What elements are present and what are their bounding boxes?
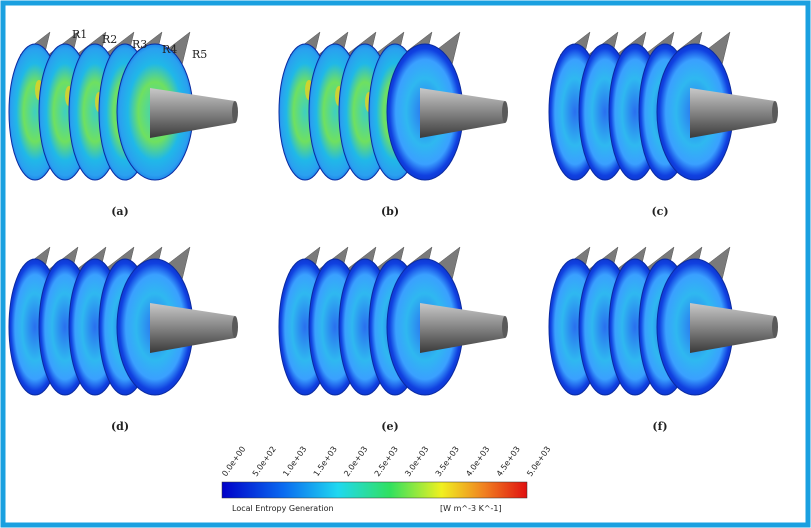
figure: Local Entropy Generation [W m^-3 K^-1] (… — [0, 0, 811, 528]
panel-label: (e) — [381, 420, 398, 433]
hub-cone — [420, 88, 505, 138]
hub-cap — [232, 316, 238, 338]
hub-cap — [772, 316, 778, 338]
hub-cone — [690, 303, 775, 353]
hub-cone — [150, 303, 235, 353]
colorbar-tick-label: 1.0e+03 — [281, 445, 308, 478]
blade-row-label: R3 — [132, 38, 147, 51]
panel-label: (d) — [111, 420, 129, 433]
blade-row-label: R2 — [102, 33, 117, 46]
colorbar — [222, 482, 527, 498]
colorbar-tick-label: 5.0e+03 — [525, 445, 552, 478]
hub-cone — [150, 88, 235, 138]
hub-cone — [690, 88, 775, 138]
blade-row-label: R5 — [192, 48, 207, 61]
panel-label: (c) — [651, 205, 668, 218]
colorbar-tick-label: 2.5e+03 — [373, 445, 400, 478]
render-panel — [549, 32, 778, 180]
colorbar-tick-label: 3.0e+03 — [403, 445, 430, 478]
hub-cone — [420, 303, 505, 353]
colorbar-tick-label: 5.0e+02 — [251, 445, 278, 478]
blade-row-label: R1 — [72, 28, 87, 41]
hub-cap — [772, 101, 778, 123]
panel-label: (f) — [652, 420, 667, 433]
colorbar-tick-label: 4.0e+03 — [464, 445, 491, 478]
hub-cap — [502, 101, 508, 123]
colorbar-tick-label: 3.5e+03 — [434, 445, 461, 478]
render-panel — [549, 247, 778, 395]
colorbar-tick-label: 1.5e+03 — [312, 445, 339, 478]
render-panel — [279, 32, 508, 180]
render-panel — [9, 247, 238, 395]
colorbar-unit: [W m^-3 K^-1] — [440, 504, 502, 513]
hub-cap — [502, 316, 508, 338]
colorbar-tick-label: 0.0e+00 — [220, 445, 247, 478]
hub-cap — [232, 101, 238, 123]
blade-row-label: R4 — [162, 43, 177, 56]
panel-label: (b) — [381, 205, 399, 218]
colorbar-tick-label: 2.0e+03 — [342, 445, 369, 478]
render-panel — [279, 247, 508, 395]
colorbar-title: Local Entropy Generation — [232, 504, 334, 513]
colorbar-tick-label: 4.5e+03 — [495, 445, 522, 478]
panel-label: (a) — [111, 205, 129, 218]
